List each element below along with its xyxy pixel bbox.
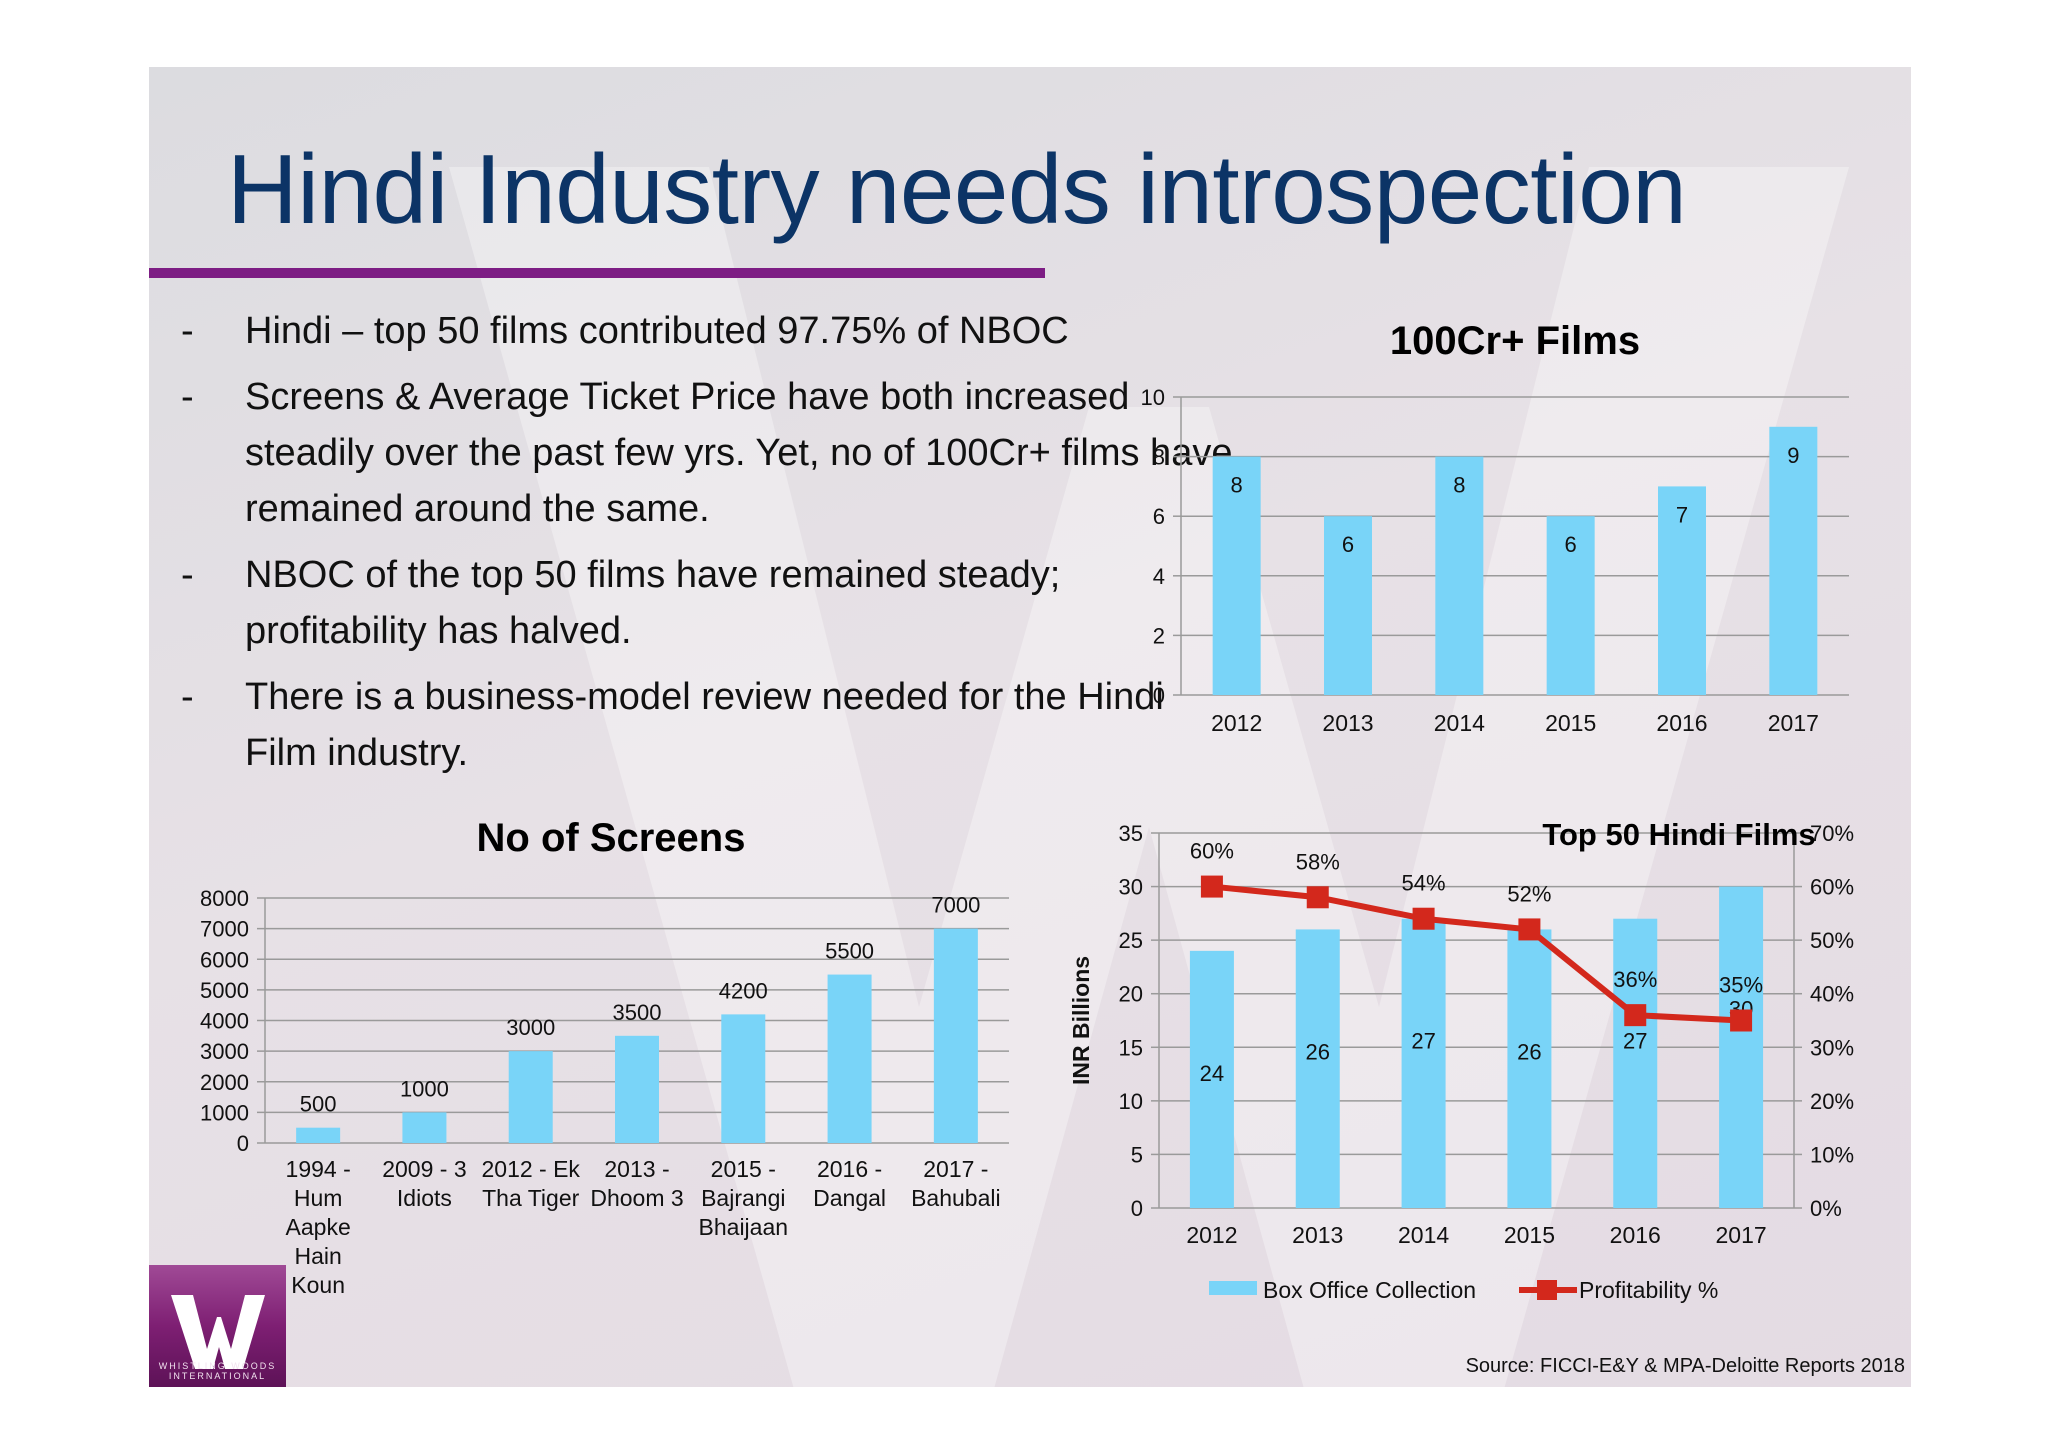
x-tick-label: Idiots [397, 1185, 452, 1211]
bullet-dash: - [181, 676, 194, 718]
y-tick-label: 8000 [200, 886, 249, 911]
y-tick-label: 5000 [200, 978, 249, 1003]
bullet-text: There is a business-model review needed … [245, 676, 1164, 774]
logo-text: WHISTLING WOODS INTERNATIONAL [158, 1361, 277, 1381]
page-title: Hindi Industry needs introspection [227, 134, 1687, 244]
y-tick-label: 0 [237, 1131, 249, 1156]
x-tick-label: 1994 - [286, 1156, 351, 1182]
y-tick-label: 2000 [200, 1070, 249, 1095]
x-tick-label: Koun [291, 1272, 345, 1298]
y-tick-label: 7000 [200, 917, 249, 942]
bullet-list: - Hindi – top 50 films contributed 97.75%… [177, 303, 1237, 791]
logo-icon [171, 1295, 265, 1369]
bullet-text: Screens & Average Ticket Price have both… [245, 376, 1233, 530]
x-tick-label: Aapke [286, 1214, 351, 1240]
title-divider [149, 268, 1045, 278]
y-tick-label: 6000 [200, 947, 249, 972]
logo: WHISTLING WOODS INTERNATIONAL [149, 1265, 286, 1387]
bar [296, 1127, 341, 1143]
bullet-item: - Screens & Average Ticket Price have bot… [177, 369, 1237, 537]
data-label: 500 [300, 1092, 337, 1117]
source-note: Source: FICCI-E&Y & MPA-Deloitte Reports… [1465, 1355, 1905, 1377]
bullet-dash: - [181, 310, 194, 352]
y-tick-label: 1000 [200, 1100, 249, 1125]
bullet-item: - NBOC of the top 50 films have remained … [177, 547, 1237, 659]
data-label: 1000 [400, 1076, 449, 1101]
bar [402, 1112, 447, 1143]
slide: Hindi Industry needs introspection - Hind… [149, 67, 1911, 1387]
bullet-text: Hindi – top 50 films contributed 97.75% … [245, 310, 1069, 352]
bullet-item: - There is a business-model review needed… [177, 669, 1237, 781]
bullet-item: - Hindi – top 50 films contributed 97.75%… [177, 303, 1237, 359]
bullet-text: NBOC of the top 50 films have remained s… [245, 554, 1061, 652]
bullet-dash: - [181, 376, 194, 418]
bullet-dash: - [181, 554, 194, 596]
x-tick-label: Hum [294, 1185, 343, 1211]
x-tick-label: Hain [294, 1243, 341, 1269]
y-tick-label: 3000 [200, 1039, 249, 1064]
y-tick-label: 4000 [200, 1009, 249, 1034]
